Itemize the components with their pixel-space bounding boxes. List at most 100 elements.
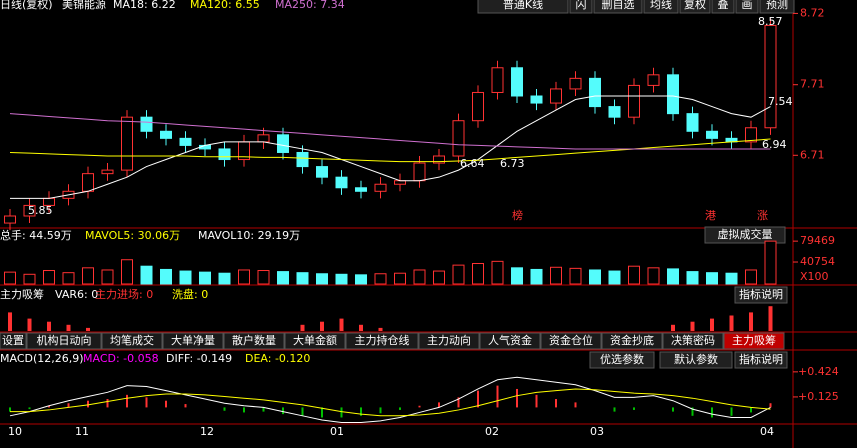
indicator-help-button-bg[interactable] <box>734 286 788 304</box>
indicator-tab[interactable]: 资金抄底 <box>610 333 654 347</box>
volume-bar <box>101 269 114 285</box>
top-button[interactable]: 普通K线 <box>503 0 543 11</box>
candle-body <box>413 162 426 182</box>
volume-bar <box>608 270 621 285</box>
top-button-bg[interactable] <box>735 0 759 14</box>
macd-button-bg[interactable] <box>589 351 655 369</box>
volume-bar <box>374 273 387 285</box>
top-button[interactable]: 闪 <box>576 0 587 11</box>
price-annotation: 榜 <box>512 208 523 222</box>
indicator-tab[interactable]: 设置 <box>2 334 24 347</box>
indicator-tab[interactable]: 散户数量 <box>232 333 276 347</box>
candle-body <box>491 67 504 93</box>
month-label: 02 <box>485 425 499 438</box>
indicator-tab-bg[interactable] <box>418 332 480 350</box>
top-button[interactable]: 画 <box>742 0 753 11</box>
indicator-tab-bg[interactable] <box>345 332 419 350</box>
top-button[interactable]: 复权 <box>684 0 706 11</box>
macd-value: MACD: -0.058 <box>83 352 159 365</box>
volume-tick-label: 79469 <box>800 234 835 247</box>
candle-body <box>121 116 133 171</box>
volume-bar <box>316 273 328 285</box>
volume-bar <box>179 270 192 285</box>
indicator-bar <box>729 315 734 331</box>
indicator-bar <box>47 321 51 331</box>
top-button-bg[interactable] <box>679 0 711 14</box>
indicator-tab-bg[interactable] <box>662 332 724 350</box>
indicator-tab[interactable]: 主力持仓线 <box>355 333 410 347</box>
top-button-bg[interactable] <box>477 0 569 14</box>
candle-body <box>764 24 777 129</box>
indicator-tab[interactable]: 主力吸筹 <box>732 333 776 347</box>
top-button-bg[interactable] <box>643 0 679 14</box>
price-annotation: 7.54 <box>768 95 793 108</box>
macd-button[interactable]: 默认参数 <box>674 352 718 366</box>
macd-button[interactable]: 指标说明 <box>739 352 783 366</box>
wash-label: 洗盘: 0 <box>172 287 208 301</box>
price-annotation: 5.85 <box>28 204 53 217</box>
indicator-tab-bg[interactable] <box>162 332 224 350</box>
indicator-tab-bg[interactable] <box>0 332 27 350</box>
indicator-tab[interactable]: 资金仓位 <box>549 333 593 347</box>
indicator-tab[interactable]: 决策密码 <box>671 333 715 347</box>
candle-body <box>706 130 718 139</box>
volume-bar <box>121 259 133 285</box>
indicator-bar <box>27 318 32 331</box>
candle-body <box>686 113 699 132</box>
candle-body <box>647 74 660 86</box>
indicator-tab-bg[interactable] <box>601 332 663 350</box>
virtual-volume-button[interactable]: 虚拟成交量 <box>718 227 773 241</box>
candle-body <box>316 166 328 178</box>
macd-button-bg[interactable] <box>734 351 788 369</box>
virtual-volume-button-bg[interactable] <box>704 226 786 244</box>
volume-bar <box>686 271 699 285</box>
indicator-tab[interactable]: 机构日动向 <box>37 333 92 347</box>
volume-bar <box>4 271 16 285</box>
indicator-tab[interactable]: 人气资金 <box>488 333 532 347</box>
ma-line <box>9 138 771 163</box>
price-annotation: 港 <box>705 209 716 222</box>
candle-body <box>218 148 231 161</box>
indicator-tab[interactable]: 均笔成交 <box>110 333 154 347</box>
top-button-bg[interactable] <box>593 0 643 14</box>
candle-body <box>550 88 562 104</box>
indicator-tab-bg[interactable] <box>540 332 602 350</box>
ma-line <box>10 95 771 199</box>
indicator-tab-bg[interactable] <box>26 332 102 350</box>
price-annotation: 8.57 <box>758 15 783 28</box>
volume-bar <box>511 267 523 285</box>
indicator-help-button[interactable]: 指标说明 <box>739 287 783 301</box>
indicator-tab-bg[interactable] <box>223 332 285 350</box>
month-label: 04 <box>760 425 774 438</box>
indicator-tab-bg[interactable] <box>101 332 163 350</box>
top-button-bg[interactable] <box>759 0 795 14</box>
volume-bar <box>296 272 309 285</box>
volume-bar <box>725 272 738 285</box>
macd-button-bg[interactable] <box>659 351 733 369</box>
indicator-tab-bg[interactable] <box>723 332 785 350</box>
ma-line <box>9 113 771 150</box>
price-tick-label: 6.71 <box>800 148 825 161</box>
volume-bar <box>413 269 426 285</box>
volume-bar <box>257 270 270 285</box>
top-button-bg[interactable] <box>711 0 735 14</box>
indicator-name: 主力吸筹 <box>0 287 44 301</box>
indicator-bar <box>339 318 344 331</box>
top-button[interactable]: 删自选 <box>602 0 635 11</box>
top-button-bg[interactable] <box>569 0 593 14</box>
indicator-tab[interactable]: 主力动向 <box>427 333 471 347</box>
indicator-tab-bg[interactable] <box>284 332 346 350</box>
stock-name: 美锦能源 <box>62 0 106 11</box>
top-button[interactable]: 均线 <box>650 0 672 11</box>
volume-bar <box>238 269 250 285</box>
indicator-tab[interactable]: 大单金额 <box>293 333 337 347</box>
macd-button[interactable]: 优选参数 <box>600 352 644 366</box>
indicator-tab-bg[interactable] <box>479 332 541 350</box>
top-button[interactable]: 预测 <box>766 0 788 11</box>
top-button[interactable]: 叠 <box>718 0 729 11</box>
volume-bar <box>433 270 445 285</box>
price-annotation: 涨 <box>757 209 768 222</box>
macd-tick-label: +0.125 <box>798 390 839 403</box>
indicator-tab[interactable]: 大单净量 <box>171 333 215 347</box>
